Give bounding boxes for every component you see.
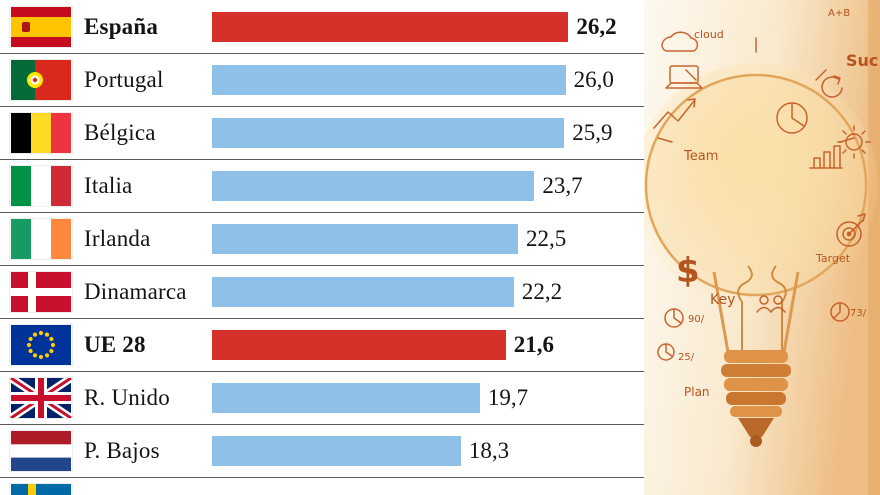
value-label: 25,9 bbox=[572, 120, 613, 145]
bulb-glass bbox=[644, 73, 868, 297]
word-key: Key bbox=[710, 292, 735, 308]
value-label: 26,0 bbox=[573, 67, 614, 92]
chart-row: Italia 23,7 bbox=[0, 159, 644, 212]
photo-edge-shade bbox=[868, 0, 880, 495]
word-target: Target bbox=[815, 252, 851, 265]
value-bar bbox=[212, 11, 569, 42]
cloud-icon bbox=[661, 31, 699, 52]
sketch-words: cloud A+B Suc Team $ Key Target 90/ 73/ … bbox=[676, 8, 878, 399]
country-label: Italia bbox=[84, 173, 133, 198]
chart-row: R. Unido 19,7 bbox=[0, 371, 644, 424]
word-suc: Suc bbox=[846, 51, 878, 70]
country-label: UE 28 bbox=[84, 332, 146, 357]
flag-icon-se bbox=[10, 484, 72, 495]
flag-icon-nl bbox=[10, 431, 72, 471]
bulb-filament bbox=[737, 265, 787, 350]
word-dollar: $ bbox=[676, 251, 700, 291]
pie-chart-icon bbox=[776, 102, 808, 134]
value-bar bbox=[212, 65, 566, 95]
country-label: España bbox=[84, 13, 159, 39]
chart-row: Portugal 26,0 bbox=[0, 53, 644, 106]
value-label: 19,7 bbox=[487, 385, 529, 410]
bulb-glow bbox=[644, 63, 878, 307]
chart-row: España 26,2 bbox=[0, 0, 644, 53]
laptop-icon bbox=[665, 65, 703, 89]
refresh-arrows-icon bbox=[821, 75, 843, 98]
word-cloud: cloud bbox=[694, 28, 724, 41]
chart-rows: España 26,2 Portugal 26,0 Bélgica 25,9 I… bbox=[0, 0, 644, 495]
chart-row: Suecia bbox=[0, 477, 644, 495]
value-bar bbox=[212, 330, 506, 360]
chart-row: UE 28 21,6 bbox=[0, 318, 644, 371]
bulb-screw-base bbox=[721, 350, 791, 447]
country-label: Dinamarca bbox=[84, 279, 187, 304]
word-73: 73/ bbox=[850, 308, 867, 319]
light-rays bbox=[657, 37, 855, 143]
value-label: 26,2 bbox=[576, 13, 617, 39]
bar-chart-icon bbox=[809, 145, 843, 169]
value-bar bbox=[212, 171, 535, 201]
chart-row: Dinamarca 22,2 bbox=[0, 265, 644, 318]
chart-row: Bélgica 25,9 bbox=[0, 106, 644, 159]
flag-icon-dk bbox=[10, 272, 72, 312]
flag-icon-pt bbox=[10, 60, 72, 100]
sketch-doodles bbox=[653, 31, 871, 361]
chart-row: Irlanda 22,5 bbox=[0, 212, 644, 265]
country-label: R. Unido bbox=[84, 385, 170, 410]
value-label: 22,5 bbox=[526, 226, 567, 251]
value-label: 22,2 bbox=[521, 279, 563, 304]
small-pie-icons bbox=[657, 302, 850, 361]
lightbulb-illustration: cloud A+B Suc Team $ Key Target 90/ 73/ … bbox=[644, 0, 880, 495]
flag-icon-gb bbox=[10, 378, 72, 418]
value-label: 18,3 bbox=[468, 438, 510, 463]
flag-icon-ie bbox=[10, 219, 72, 259]
word-90: 90/ bbox=[688, 314, 705, 325]
value-label: 23,7 bbox=[542, 173, 583, 198]
country-label: Portugal bbox=[84, 67, 164, 92]
country-label: Bélgica bbox=[84, 120, 156, 145]
chart-row: P. Bajos 18,3 bbox=[0, 424, 644, 477]
value-label: 21,6 bbox=[513, 332, 554, 357]
flag-icon-es bbox=[10, 6, 72, 47]
word-25: 25/ bbox=[678, 352, 695, 363]
word-aplusb: A+B bbox=[828, 8, 850, 19]
people-icons bbox=[756, 295, 786, 313]
word-plan: Plan bbox=[684, 385, 710, 399]
country-label: P. Bajos bbox=[84, 438, 160, 463]
value-bar bbox=[212, 277, 514, 307]
value-bar bbox=[212, 436, 461, 466]
lightbulb-photo: cloud A+B Suc Team $ Key Target 90/ 73/ … bbox=[644, 0, 880, 495]
bar-chart: España 26,2 Portugal 26,0 Bélgica 25,9 I… bbox=[0, 0, 644, 495]
value-bar bbox=[212, 224, 518, 254]
value-bar bbox=[212, 383, 480, 413]
word-team: Team bbox=[683, 149, 718, 164]
target-icon bbox=[836, 213, 866, 247]
flag-icon-eu bbox=[10, 325, 72, 365]
bulb-neck bbox=[712, 271, 800, 353]
trend-arrow-icon bbox=[653, 98, 696, 129]
country-label: Suecia bbox=[84, 491, 212, 495]
flag-icon-be bbox=[10, 113, 72, 153]
flag-icon-it bbox=[10, 166, 72, 206]
country-label: Irlanda bbox=[84, 226, 151, 251]
value-bar bbox=[212, 118, 565, 148]
